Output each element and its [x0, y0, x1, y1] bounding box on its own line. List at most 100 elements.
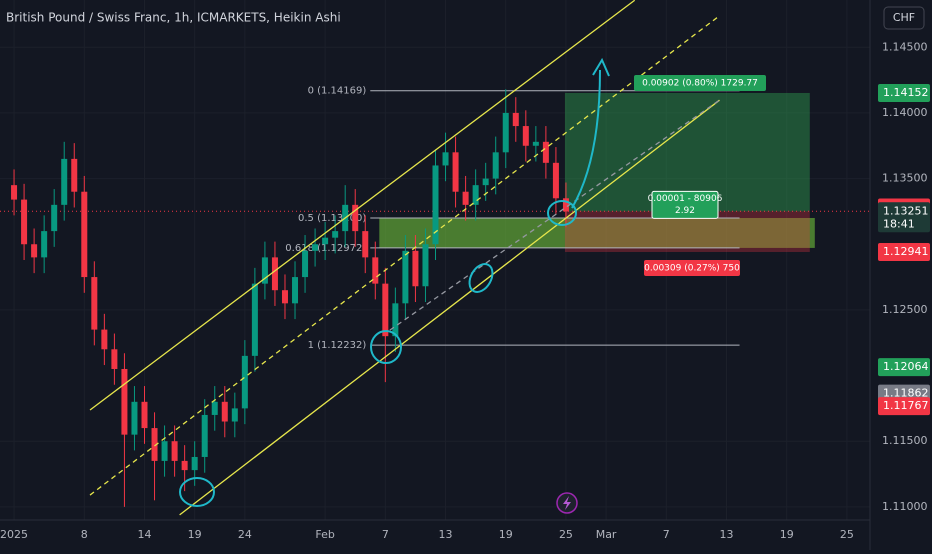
price-badge: [878, 242, 930, 261]
plot: 0 (1.14169) 0.5 (1.13200) 0.618 (1.12972) 1…: [0, 0, 870, 516]
x-tick-label: Feb: [315, 528, 334, 541]
candle-body: [522, 126, 529, 146]
axes: 1.14500 1.14000 1.13500 1.12500 1.11500 1.110…: [0, 40, 930, 541]
candle-body: [81, 191, 88, 278]
candle-body: [492, 152, 499, 179]
stop-label: 0.00309 (0.27%) 750: [644, 263, 740, 273]
x-tick-label: 19: [780, 528, 794, 541]
target-label-bg: [634, 74, 766, 91]
candle-body: [512, 112, 519, 127]
candle-body: [241, 355, 248, 409]
candle-body: [562, 198, 569, 212]
countdown: 18:41: [883, 217, 915, 230]
candle-body: [312, 244, 319, 251]
fib-label: 0.618 (1.12972): [285, 243, 366, 254]
candle-body: [402, 250, 409, 304]
price-badge: [878, 358, 930, 377]
x-tick-label: 19: [499, 528, 513, 541]
candle-body: [151, 428, 158, 461]
entry-label: 2.92: [675, 206, 695, 216]
x-tick-label: 24: [238, 528, 252, 541]
current-price-badge: [878, 202, 930, 233]
candle-body: [41, 231, 48, 258]
entry-label-bg: [651, 190, 719, 219]
y-tick-label: 1.11000: [882, 500, 928, 513]
candle-body: [552, 162, 559, 199]
fib-label: 1 (1.12232): [308, 340, 367, 351]
candle-body: [352, 204, 359, 232]
candle-body: [462, 191, 469, 205]
entry-label: 0.00001 - 80906: [648, 194, 723, 204]
candle-body: [502, 112, 509, 153]
candle-body: [332, 231, 339, 238]
candle-body: [532, 141, 539, 146]
price-badge-label: 1.11862: [883, 387, 929, 400]
candle-body: [412, 250, 419, 287]
candle-body: [251, 283, 258, 356]
candle-body: [31, 244, 38, 258]
x-tick-label: 13: [439, 528, 453, 541]
y-tick-label: 1.12500: [882, 303, 928, 316]
candle-body: [362, 231, 369, 258]
x-tick-label: 7: [382, 528, 389, 541]
candle-body: [372, 257, 379, 284]
y-tick-label: 1.13500: [882, 172, 928, 185]
price-axis: [870, 0, 932, 550]
candle-body: [51, 204, 58, 232]
candle-body: [302, 250, 309, 278]
candle-body: [171, 441, 178, 461]
candle-body: [11, 185, 18, 200]
candle-body: [221, 401, 228, 422]
candle-body: [281, 290, 288, 304]
candle-body: [271, 257, 278, 291]
chart-title: British Pound / Swiss Franc, 1h, ICMARKE…: [6, 11, 341, 25]
fib-label: 0 (1.14169): [308, 86, 367, 97]
arrow: [571, 69, 601, 209]
channel-line: [89, 15, 720, 496]
icon-bolt: [563, 496, 571, 510]
price-badge-label: 1.14152: [883, 86, 929, 99]
candle-body: [131, 401, 138, 435]
candle-body: [432, 165, 439, 245]
channel-line: [89, 0, 636, 411]
candle-body: [482, 178, 489, 186]
price-badge-label: 1.11767: [883, 399, 929, 412]
price-badge-label: 1.12941: [883, 245, 929, 258]
currency-button[interactable]: [883, 6, 925, 30]
x-tick-label: 8: [81, 528, 88, 541]
price-badge-label: 1.12064: [883, 360, 929, 373]
target-label: 0.00902 (0.80%) 1729.77: [642, 78, 758, 88]
x-tick-label: Mar: [596, 528, 617, 541]
y-tick-label: 1.11500: [882, 434, 928, 447]
candle-body: [472, 185, 479, 205]
price-badge: [878, 397, 930, 416]
candle-body: [261, 257, 268, 284]
current-price-label: 1.13251: [883, 204, 929, 217]
candle-body: [422, 244, 429, 287]
x-tick-label: 25: [559, 528, 573, 541]
candle-body: [292, 277, 299, 304]
channel-line: [179, 99, 720, 516]
candle-body: [101, 329, 108, 350]
candle-body: [111, 349, 118, 369]
x-tick-label: 2025: [0, 528, 28, 541]
candle-body: [392, 303, 399, 337]
circle-mark: [468, 263, 494, 293]
currency-label[interactable]: CHF: [893, 11, 915, 24]
circle-mark: [370, 330, 402, 364]
candle-body: [61, 158, 68, 205]
candle-body: [121, 368, 128, 435]
channel-line: [389, 99, 720, 331]
lightning-icon: [556, 492, 578, 514]
x-tick-label: 7: [663, 528, 670, 541]
x-tick-label: 13: [720, 528, 734, 541]
candle-body: [191, 456, 198, 471]
candle-body: [91, 277, 98, 330]
candle-body: [322, 237, 329, 245]
x-tick-label: 25: [840, 528, 854, 541]
y-tick-label: 1.14000: [882, 106, 928, 119]
arrow-head: [592, 57, 610, 77]
zone: [379, 217, 815, 248]
